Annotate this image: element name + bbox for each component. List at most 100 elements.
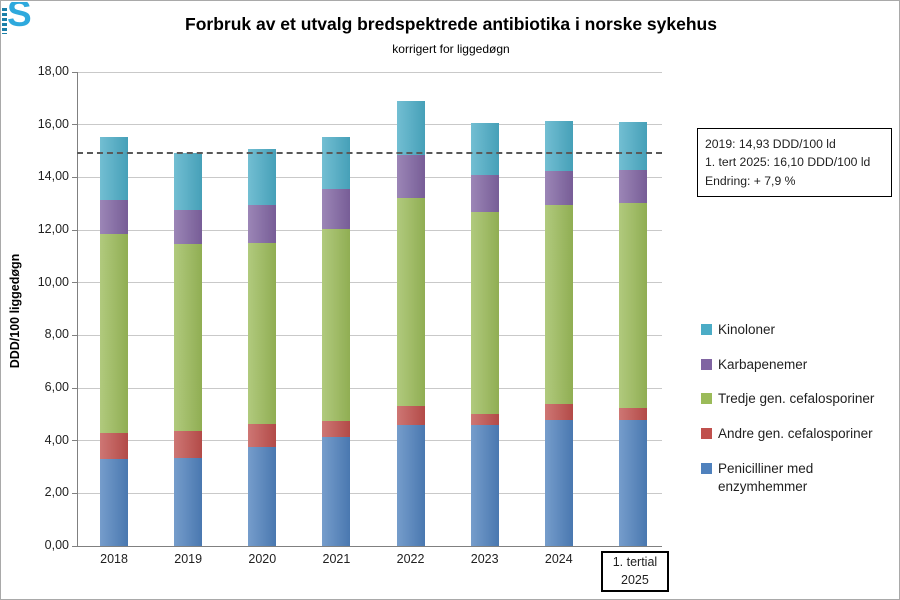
annotation-line-2025: 1. tert 2025: 16,10 DDD/100 ld: [705, 155, 871, 170]
bar-segment: [322, 436, 351, 546]
reference-line: [77, 151, 662, 154]
bar-segment: [470, 424, 499, 546]
bar-segment: [248, 204, 277, 244]
bar-segment: [322, 228, 351, 421]
chart-subtitle: korrigert for liggedøgn: [392, 42, 510, 56]
x-category-label: 2021: [322, 552, 351, 566]
gridline: [77, 176, 662, 178]
bar-segment: [396, 406, 425, 425]
y-tick-label: 8,00: [44, 327, 69, 342]
y-tick-mark: [72, 71, 77, 73]
gridline: [77, 229, 662, 231]
bar-segment: [396, 424, 425, 546]
annotation-line-2019: 2019: 14,93 DDD/100 ld: [705, 137, 836, 151]
bar-segment: [174, 457, 203, 546]
legend-label: Penicilliner med enzymhemmer: [718, 460, 814, 495]
bar-segment: [544, 204, 573, 404]
y-tick-mark: [72, 176, 77, 178]
gridline: [77, 282, 662, 284]
y-tick-mark: [72, 545, 77, 547]
bar-segment: [544, 403, 573, 420]
x-category-label: 2022: [396, 552, 425, 566]
y-tick-mark: [72, 282, 77, 284]
bar-segment: [618, 122, 647, 170]
bar-segment: [618, 202, 647, 409]
bar-segment: [100, 432, 129, 460]
bar-segment: [100, 136, 129, 200]
legend-swatch: [701, 324, 712, 335]
bar-segment: [174, 431, 203, 458]
logo: S: [1, 2, 33, 44]
bar-segment: [174, 210, 203, 245]
logo-letter: S: [7, 2, 32, 34]
bar-segment: [396, 100, 425, 155]
bar-segment: [322, 420, 351, 437]
x-category-label: 2024: [544, 552, 573, 566]
legend-swatch: [701, 358, 712, 370]
y-tick-mark: [72, 229, 77, 231]
bar-segment: [544, 419, 573, 546]
legend-label: Karbapenemer: [718, 356, 808, 372]
bar-segment: [248, 423, 277, 448]
bar-segment: [100, 459, 129, 546]
x-category-label-boxed: 1. tertial 2025: [600, 551, 669, 592]
y-tick-label: 12,00: [37, 222, 69, 236]
legend-swatch: [701, 393, 712, 405]
bar-segment: [618, 169, 647, 203]
gridline: [77, 334, 662, 336]
bar-segment: [322, 189, 351, 229]
y-tick-label: 10,00: [37, 274, 69, 289]
y-tick-label: 0,00: [44, 538, 69, 552]
y-tick-label: 14,00: [37, 169, 69, 184]
bar-segment: [396, 198, 425, 407]
bar-segment: [470, 123, 499, 176]
annotation-line-change: Endring: + 7,9 %: [705, 173, 796, 188]
gridline: [77, 124, 662, 126]
bar-segment: [100, 233, 129, 433]
y-tick-mark: [72, 492, 77, 494]
legend-swatch: [701, 462, 712, 474]
bar-segment: [544, 170, 573, 205]
bar-segment: [100, 199, 129, 234]
gridline: [77, 440, 662, 442]
bar-segment: [544, 120, 573, 171]
bar-segment: [618, 420, 647, 546]
annotation-box: 2019: 14,93 DDD/100 ld 1. tert 2025: 16,…: [697, 128, 892, 197]
gridline: [77, 387, 662, 389]
bar-segment: [470, 175, 499, 213]
bar-segment: [322, 137, 351, 190]
y-tick-mark: [72, 440, 77, 442]
bar-segment: [248, 447, 277, 546]
y-tick-mark: [72, 124, 77, 126]
legend-label: Kinoloner: [718, 322, 776, 337]
bar-segment: [396, 154, 425, 199]
logo-fragment: [2, 8, 7, 34]
bar-segment: [470, 212, 499, 415]
y-tick-label: 2,00: [44, 485, 69, 500]
bar-segment: [618, 408, 647, 421]
legend-label: Tredje gen. cefalosporiner: [718, 391, 875, 407]
y-axis-line: [77, 72, 78, 546]
x-category-label: 2023: [470, 552, 499, 566]
y-tick-label: 18,00: [37, 64, 69, 78]
y-tick-label: 6,00: [44, 380, 69, 394]
bar-segment: [248, 243, 277, 424]
x-axis-line: [77, 546, 662, 547]
bar-segment: [248, 149, 277, 205]
x-category-label: 2019: [174, 552, 203, 566]
bar-segment: [174, 244, 203, 432]
y-tick-label: 16,00: [37, 116, 69, 131]
legend-label: Andre gen. cefalosporiner: [718, 426, 873, 442]
gridline: [77, 492, 662, 494]
y-tick-label: 4,00: [44, 432, 69, 447]
chart-title: Forbruk av et utvalg bredspektrede antib…: [185, 14, 717, 34]
bar-segment: [174, 152, 203, 211]
y-tick-mark: [72, 387, 77, 389]
x-category-label: 2020: [248, 552, 277, 566]
bar-segment: [470, 414, 499, 425]
legend-swatch: [701, 428, 712, 440]
y-tick-mark: [72, 334, 77, 336]
gridline: [77, 71, 662, 73]
